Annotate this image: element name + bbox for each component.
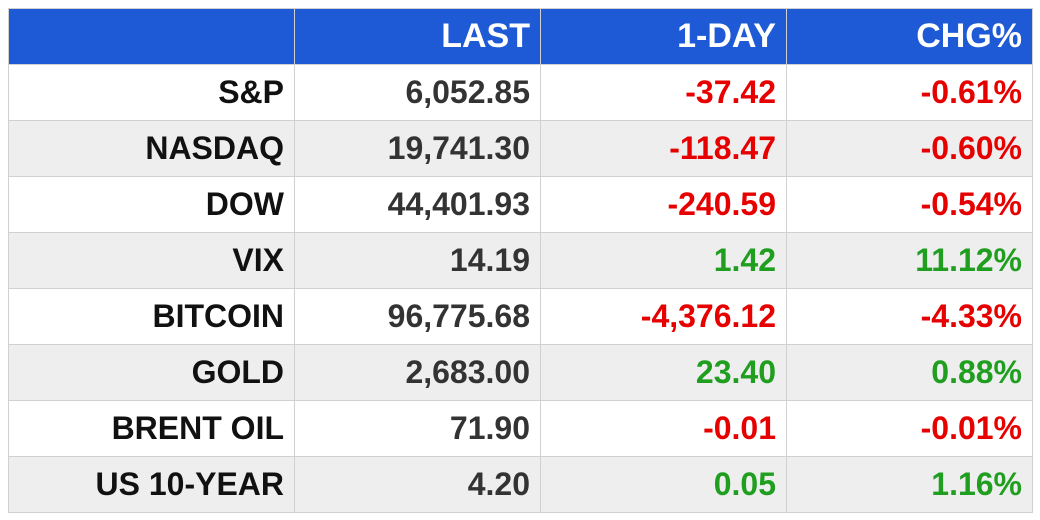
percent-change: 11.12% — [786, 232, 1033, 289]
one-day-change: 0.05 — [540, 456, 787, 513]
header-blank-cell — [8, 8, 295, 65]
row-label: VIX — [8, 232, 295, 289]
last-value: 2,683.00 — [294, 344, 541, 401]
table-row: S&P 6,052.85 -37.42 -0.61% — [8, 64, 1033, 121]
row-label: NASDAQ — [8, 120, 295, 177]
percent-change: -0.61% — [786, 64, 1033, 121]
percent-change: -0.54% — [786, 176, 1033, 233]
last-value: 19,741.30 — [294, 120, 541, 177]
row-label: US 10-YEAR — [8, 456, 295, 513]
table-row: NASDAQ 19,741.30 -118.47 -0.60% — [8, 120, 1033, 177]
header-1-day: 1-DAY — [540, 8, 787, 65]
table-row: BRENT OIL 71.90 -0.01 -0.01% — [8, 400, 1033, 457]
table-row: VIX 14.19 1.42 11.12% — [8, 232, 1033, 289]
market-table: LAST 1-DAY CHG% S&P 6,052.85 -37.42 -0.6… — [8, 8, 1033, 513]
last-value: 6,052.85 — [294, 64, 541, 121]
table-body: S&P 6,052.85 -37.42 -0.61% NASDAQ 19,741… — [8, 64, 1033, 513]
percent-change: 0.88% — [786, 344, 1033, 401]
row-label: BRENT OIL — [8, 400, 295, 457]
one-day-change: -37.42 — [540, 64, 787, 121]
percent-change: -4.33% — [786, 288, 1033, 345]
one-day-change: 1.42 — [540, 232, 787, 289]
percent-change: -0.01% — [786, 400, 1033, 457]
one-day-change: 23.40 — [540, 344, 787, 401]
last-value: 14.19 — [294, 232, 541, 289]
one-day-change: -0.01 — [540, 400, 787, 457]
last-value: 71.90 — [294, 400, 541, 457]
last-value: 44,401.93 — [294, 176, 541, 233]
row-label: S&P — [8, 64, 295, 121]
table-header: LAST 1-DAY CHG% — [8, 8, 1033, 65]
last-value: 96,775.68 — [294, 288, 541, 345]
header-chg-percent: CHG% — [786, 8, 1033, 65]
table-row: US 10-YEAR 4.20 0.05 1.16% — [8, 456, 1033, 513]
table-row: DOW 44,401.93 -240.59 -0.54% — [8, 176, 1033, 233]
row-label: BITCOIN — [8, 288, 295, 345]
one-day-change: -118.47 — [540, 120, 787, 177]
last-value: 4.20 — [294, 456, 541, 513]
table-row: BITCOIN 96,775.68 -4,376.12 -4.33% — [8, 288, 1033, 345]
header-row: LAST 1-DAY CHG% — [8, 8, 1033, 65]
percent-change: -0.60% — [786, 120, 1033, 177]
row-label: GOLD — [8, 344, 295, 401]
table-row: GOLD 2,683.00 23.40 0.88% — [8, 344, 1033, 401]
header-last: LAST — [294, 8, 541, 65]
row-label: DOW — [8, 176, 295, 233]
one-day-change: -240.59 — [540, 176, 787, 233]
percent-change: 1.16% — [786, 456, 1033, 513]
market-table-container: LAST 1-DAY CHG% S&P 6,052.85 -37.42 -0.6… — [8, 8, 1033, 513]
one-day-change: -4,376.12 — [540, 288, 787, 345]
